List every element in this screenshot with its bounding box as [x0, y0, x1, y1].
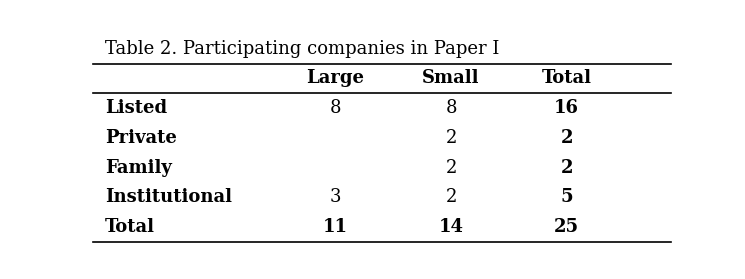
Text: 5: 5 [560, 188, 573, 206]
Text: 8: 8 [330, 99, 341, 117]
Text: 2: 2 [446, 158, 457, 177]
Text: Large: Large [307, 69, 364, 87]
Text: 14: 14 [439, 218, 463, 236]
Text: Family: Family [104, 158, 171, 177]
Text: 2: 2 [560, 158, 573, 177]
Text: Institutional: Institutional [104, 188, 232, 206]
Text: Small: Small [422, 69, 480, 87]
Text: Table 2. Participating companies in Paper I: Table 2. Participating companies in Pape… [104, 40, 499, 58]
Text: Total: Total [542, 69, 592, 87]
Text: Total: Total [104, 218, 155, 236]
Text: 3: 3 [330, 188, 341, 206]
Text: 8: 8 [446, 99, 457, 117]
Text: 2: 2 [446, 129, 457, 147]
Text: 16: 16 [554, 99, 579, 117]
Text: 11: 11 [323, 218, 348, 236]
Text: 2: 2 [446, 188, 457, 206]
Text: Listed: Listed [104, 99, 167, 117]
Text: 2: 2 [560, 129, 573, 147]
Text: 25: 25 [554, 218, 579, 236]
Text: Private: Private [104, 129, 177, 147]
